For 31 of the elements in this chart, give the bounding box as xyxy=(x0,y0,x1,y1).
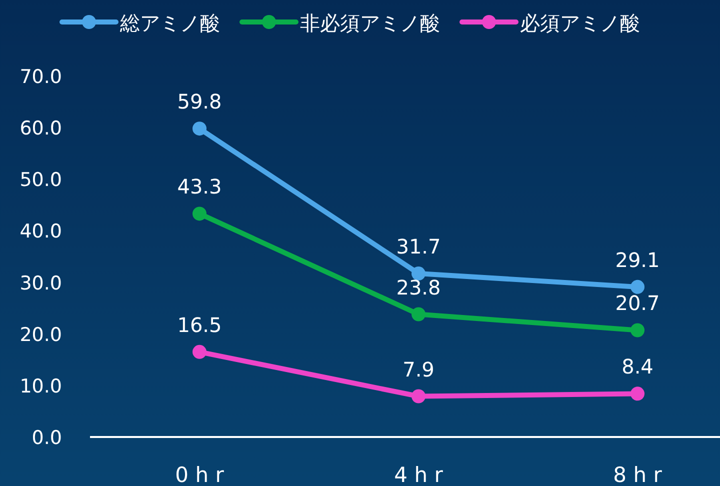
data-label: 59.8 xyxy=(177,90,222,114)
data-label: 20.7 xyxy=(615,291,660,316)
data-label: 8.4 xyxy=(622,354,654,379)
point xyxy=(192,344,206,359)
point xyxy=(192,122,206,136)
y-tick-label: 30.0 xyxy=(20,272,62,294)
y-tick-label: 60.0 xyxy=(20,118,62,140)
point xyxy=(192,206,206,221)
y-tick-label: 10.0 xyxy=(20,375,62,398)
point xyxy=(412,389,426,404)
y-tick-label: 40.0 xyxy=(20,220,62,243)
x-tick-label: 4 h r xyxy=(394,463,444,486)
data-label: 7.9 xyxy=(402,357,434,382)
y-tick-label: 70.0 xyxy=(20,66,62,88)
legend-label: 総アミノ酸 xyxy=(119,11,220,35)
point xyxy=(412,307,426,322)
y-tick-label: 0.0 xyxy=(32,427,62,449)
legend-label: 非必須アミノ酸 xyxy=(300,11,440,35)
data-label: 16.5 xyxy=(177,312,222,337)
y-tick-label: 20.0 xyxy=(20,324,62,346)
legend-label: 必須アミノ酸 xyxy=(520,11,640,35)
data-label: 29.1 xyxy=(615,248,660,272)
point xyxy=(630,323,644,338)
x-tick-label: 8 h r xyxy=(613,463,662,486)
point xyxy=(630,280,644,294)
x-tick-label: 0 h r xyxy=(175,463,224,486)
point xyxy=(630,386,644,401)
y-tick-label: 50.0 xyxy=(20,169,62,192)
data-label: 31.7 xyxy=(396,234,441,259)
data-label: 23.8 xyxy=(396,275,441,300)
data-label: 43.3 xyxy=(177,174,222,199)
